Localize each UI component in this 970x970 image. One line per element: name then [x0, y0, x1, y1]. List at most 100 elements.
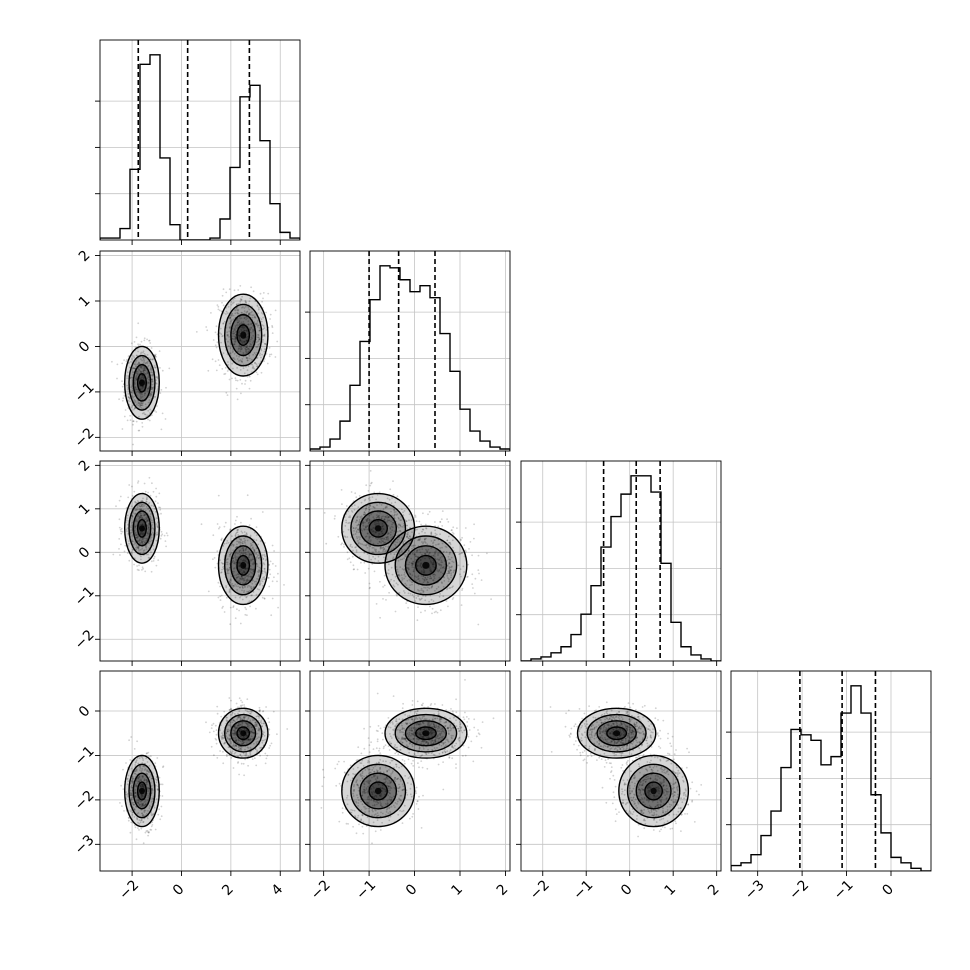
scatter-point [244, 740, 247, 742]
scatter-point [445, 600, 448, 602]
scatter-point [239, 540, 241, 543]
scatter-point [234, 727, 237, 730]
scatter-point [140, 371, 142, 373]
scatter-point [124, 409, 127, 411]
scatter-point [245, 722, 248, 724]
histogram-step-line [310, 265, 510, 451]
scatter-point [226, 370, 229, 372]
scatter-point [358, 518, 361, 521]
scatter-point [375, 498, 377, 501]
scatter-point [243, 727, 246, 730]
scatter-point [247, 738, 250, 740]
scatter-point [390, 566, 393, 569]
scatter-point [255, 741, 258, 744]
scatter-point [377, 520, 380, 523]
scatter-point [259, 721, 262, 724]
scatter-point [228, 591, 231, 594]
scatter-point [251, 358, 253, 361]
scatter-point [120, 543, 122, 546]
scatter-point [230, 301, 233, 303]
scatter-point [385, 538, 387, 541]
scatter-point [135, 520, 138, 522]
scatter-point [135, 792, 137, 794]
scatter-point [221, 607, 224, 609]
scatter-point [463, 571, 465, 573]
scatter-point [133, 804, 136, 806]
scatter-point [422, 590, 425, 593]
scatter-point [255, 539, 258, 542]
scatter-point [135, 544, 138, 546]
scatter-point [163, 534, 166, 537]
scatter-point [126, 419, 129, 422]
scatter-point [257, 324, 260, 327]
scatter-point [149, 408, 152, 411]
scatter-point [244, 582, 247, 585]
scatter-point [393, 579, 395, 582]
scatter-point [219, 599, 222, 601]
scatter-point [234, 583, 237, 586]
scatter-point [363, 551, 366, 554]
scatter-point [461, 589, 463, 591]
scatter-point [135, 354, 138, 357]
scatter-point [241, 722, 243, 724]
scatter-point [128, 397, 131, 399]
scatter-point [239, 317, 241, 320]
scatter-point [410, 557, 413, 560]
scatter-point [419, 565, 422, 568]
scatter-point [141, 784, 144, 787]
scatter-point [245, 579, 248, 581]
scatter-point [136, 520, 139, 522]
scatter-point [394, 513, 396, 516]
scatter-point [144, 518, 147, 521]
scatter-point [252, 586, 255, 589]
histogram-step-line [521, 475, 721, 661]
scatter-point [387, 563, 390, 566]
scatter-point [425, 549, 428, 552]
scatter-point [263, 578, 266, 581]
scatter-point [252, 548, 255, 551]
scatter-point [141, 756, 144, 758]
scatter-point [416, 619, 419, 622]
histogram-step-line [100, 54, 300, 240]
scatter-point [131, 796, 134, 799]
scatter-point [131, 515, 134, 518]
scatter-point [151, 789, 154, 792]
scatter-point [396, 571, 399, 573]
scatter-point [137, 548, 140, 550]
scatter-point [360, 528, 363, 530]
scatter-point [149, 392, 152, 395]
scatter-point [237, 528, 240, 531]
scatter-point [140, 402, 143, 404]
scatter-point [238, 565, 241, 567]
scatter-point [249, 534, 252, 537]
scatter-point [426, 551, 428, 554]
scatter-point [115, 505, 117, 508]
scatter-point [143, 413, 146, 416]
scatter-point [250, 730, 253, 733]
scatter-point [245, 356, 248, 359]
scatter-point [377, 522, 379, 525]
scatter-point [434, 529, 436, 532]
scatter-point [141, 803, 143, 806]
scatter-point [141, 785, 144, 788]
scatter-point [426, 543, 429, 546]
scatter-point [222, 736, 225, 739]
scatter-point [226, 333, 229, 336]
scatter-point [244, 594, 247, 597]
scatter-point [150, 394, 152, 397]
scatter-point [241, 382, 243, 385]
scatter-point [268, 733, 271, 736]
scatter-point [259, 754, 261, 757]
scatter-point [356, 568, 359, 571]
scatter-point [242, 740, 245, 743]
scatter-point [351, 511, 354, 513]
scatter-point [354, 492, 357, 495]
scatter-point [226, 394, 229, 396]
scatter-point [247, 731, 249, 734]
scatter-point [428, 552, 431, 554]
scatter-point [369, 540, 372, 543]
scatter-point [238, 748, 241, 751]
scatter-point [153, 507, 156, 510]
scatter-point [125, 517, 128, 520]
scatter-point [368, 537, 371, 539]
